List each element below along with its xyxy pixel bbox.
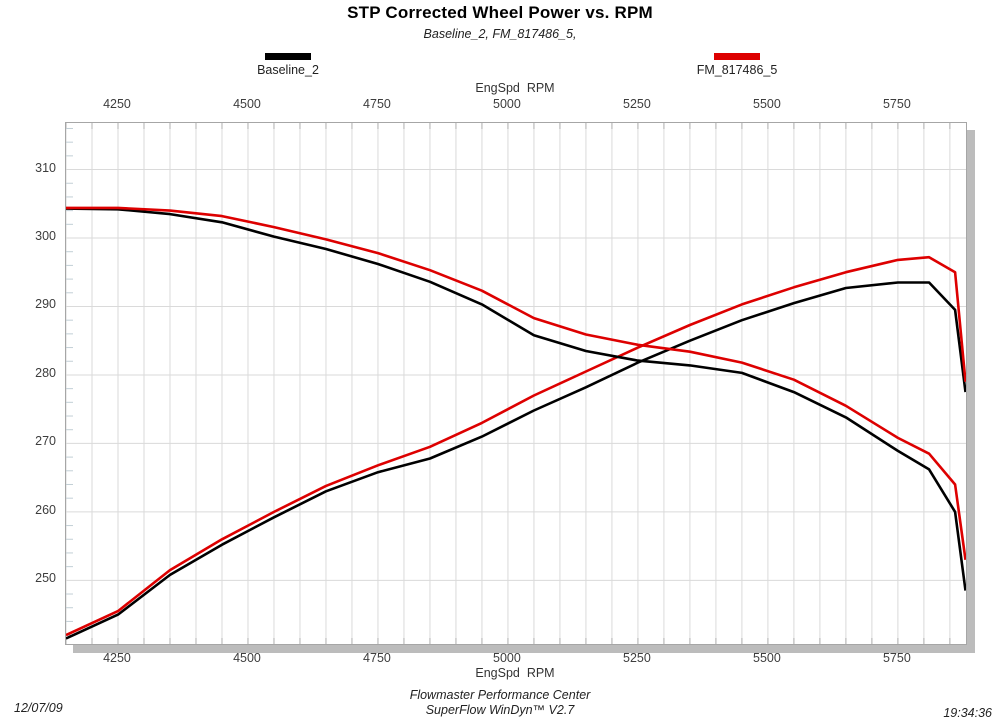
x-tick-label-bottom: 5250 bbox=[623, 651, 651, 665]
x-tick-label-bottom: 4750 bbox=[363, 651, 391, 665]
chart-subtitle: Baseline_2, FM_817486_5, bbox=[423, 27, 577, 41]
x-tick-label-bottom: 5750 bbox=[882, 651, 911, 665]
x-tick-label-top: 5750 bbox=[882, 97, 911, 111]
x-tick-label-bottom: 4250 bbox=[103, 651, 131, 665]
footer-date: 12/07/09 bbox=[14, 701, 63, 715]
y-tick-label: 310 bbox=[35, 160, 56, 175]
y-tick-label: 300 bbox=[35, 229, 56, 244]
legend-entry-fm: FM_817486_5 bbox=[667, 53, 807, 77]
x-tick-label-bottom: 5500 bbox=[753, 651, 781, 665]
legend-label: Baseline_2 bbox=[257, 63, 319, 77]
x-tick-label-top: 5500 bbox=[753, 97, 781, 111]
series-line bbox=[66, 255, 966, 637]
legend-swatch-black bbox=[265, 53, 311, 60]
x-tick-label-top: 4750 bbox=[363, 97, 391, 111]
x-axis-title-bottom: EngSpd RPM bbox=[475, 666, 555, 680]
y-tick-label: 290 bbox=[35, 297, 56, 312]
x-axis-title-top: EngSpd RPM bbox=[475, 81, 555, 95]
x-tick-label-top: 4250 bbox=[103, 97, 131, 111]
series-line bbox=[66, 206, 966, 560]
legend-label: FM_817486_5 bbox=[696, 63, 778, 77]
chart-title: STP Corrected Wheel Power vs. RPM bbox=[347, 3, 653, 22]
y-tick-label: 260 bbox=[35, 502, 56, 517]
x-tick-label-bottom: 5000 bbox=[493, 651, 521, 665]
y-tick-label: 280 bbox=[35, 365, 56, 380]
footer-center-line2: SuperFlow WinDyn™ V2.7 bbox=[425, 703, 575, 717]
series-line bbox=[66, 281, 966, 640]
x-tick-label-bottom: 4500 bbox=[233, 651, 261, 665]
legend-swatch-red bbox=[714, 53, 760, 60]
plot-area bbox=[65, 122, 967, 645]
series-line bbox=[66, 207, 966, 591]
chart-svg bbox=[66, 123, 966, 644]
y-tick-label: 250 bbox=[35, 571, 56, 586]
legend-entry-baseline: Baseline_2 bbox=[218, 53, 358, 77]
x-tick-label-top: 5000 bbox=[493, 97, 521, 111]
x-tick-label-top: 5250 bbox=[623, 97, 651, 111]
y-tick-label: 270 bbox=[35, 434, 56, 449]
footer-center-line1: Flowmaster Performance Center bbox=[409, 688, 591, 702]
x-tick-label-top: 4500 bbox=[233, 97, 261, 111]
footer-time: 19:34:36 bbox=[943, 706, 992, 720]
